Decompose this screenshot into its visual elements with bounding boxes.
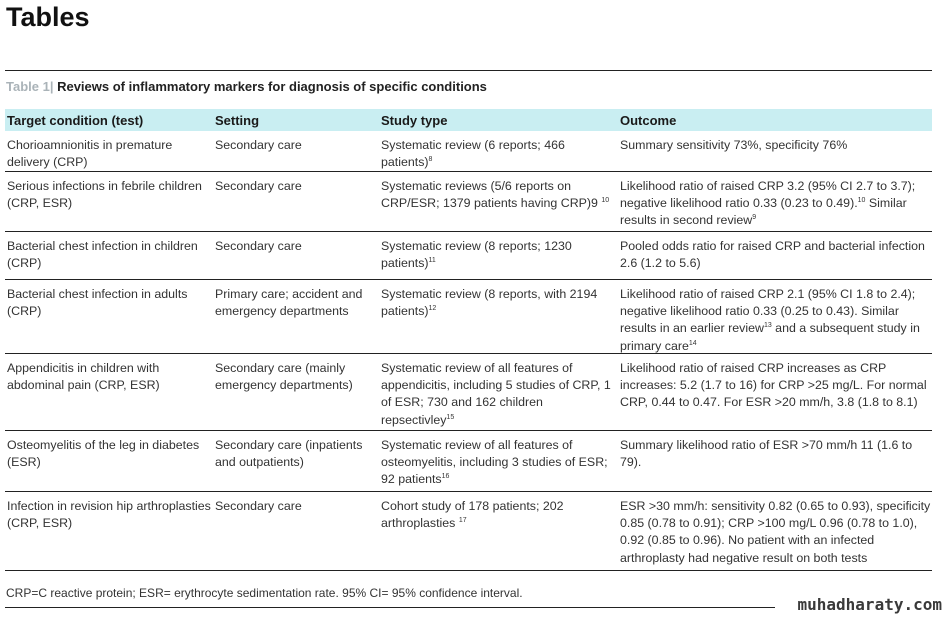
cell-text: Serious infections in febrile children (…: [7, 179, 202, 211]
reference-superscript: 14: [688, 339, 697, 347]
cell-text: Osteomyelitis of the leg in diabetes (ES…: [7, 438, 200, 470]
cell-text: Summary sensitivity 73%, specificity 76%: [620, 138, 848, 152]
cell-condition: Osteomyelitis of the leg in diabetes (ES…: [7, 437, 212, 471]
cell-text: Secondary care: [215, 239, 302, 253]
table-row: Bacterial chest infection in children (C…: [5, 232, 932, 280]
cell-text: Systematic review of all features of ost…: [381, 438, 608, 487]
cell-setting: Secondary care (inpatients and outpatien…: [215, 437, 375, 471]
cell-text: Secondary care: [215, 138, 302, 152]
cell-setting: Secondary care: [215, 137, 375, 154]
cell-outcome: Pooled odds ratio for raised CRP and bac…: [620, 238, 932, 272]
cell-text: Chorioamnionitis in premature delivery (…: [7, 138, 173, 170]
cell-condition: Serious infections in febrile children (…: [7, 178, 212, 212]
cell-outcome: Summary sensitivity 73%, specificity 76%: [620, 137, 932, 154]
cell-text: and a subsequent study in primary care: [620, 321, 920, 353]
table-caption-text: Reviews of inflammatory markers for diag…: [53, 79, 487, 94]
cell-outcome: Likelihood ratio of raised CRP 3.2 (95% …: [620, 178, 932, 230]
cell-outcome: Likelihood ratio of raised CRP 2.1 (95% …: [620, 286, 932, 355]
cell-text: Systematic review (8 reports, with 2194 …: [381, 287, 598, 319]
cell-text: Appendicitis in children with abdominal …: [7, 361, 160, 393]
cell-text: Secondary care (mainly emergency departm…: [215, 361, 353, 393]
reference-superscript: 10: [857, 197, 866, 205]
cell-text: Systematic reviews (5/6 reports on CRP/E…: [381, 179, 602, 211]
cell-study-type: Cohort study of 178 patients; 202 arthro…: [381, 498, 619, 532]
bottom-rule: [5, 607, 775, 608]
cell-outcome: Likelihood ratio of raised CRP increases…: [620, 360, 932, 412]
watermark: muhadharaty.com: [797, 595, 943, 614]
cell-text: Primary care; accident and emergency dep…: [215, 287, 363, 319]
cell-study-type: Systematic review (8 reports, with 2194 …: [381, 286, 619, 320]
cell-study-type: Systematic review of all features of app…: [381, 360, 619, 429]
table-caption: Table 1| Reviews of inflammatory markers…: [6, 79, 487, 94]
cell-setting: Secondary care: [215, 238, 375, 255]
reference-superscript: 10: [601, 197, 610, 205]
cell-text: Likelihood ratio of raised CRP 2.1 (95% …: [620, 287, 916, 336]
cell-condition: Appendicitis in children with abdominal …: [7, 360, 212, 394]
table-footnote: CRP=C reactive protein; ESR= erythrocyte…: [6, 586, 523, 600]
header-target-condition: Target condition (test): [7, 113, 144, 128]
cell-setting: Secondary care: [215, 498, 375, 515]
cell-text: Systematic review (6 reports; 466 patien…: [381, 138, 565, 170]
cell-outcome: Summary likelihood ratio of ESR >70 mm/h…: [620, 437, 932, 471]
reference-superscript: 13: [763, 322, 772, 330]
cell-condition: Bacterial chest infection in children (C…: [7, 238, 212, 272]
cell-condition: Bacterial chest infection in adults (CRP…: [7, 286, 212, 320]
cell-text: Pooled odds ratio for raised CRP and bac…: [620, 239, 925, 271]
cell-text: Secondary care (inpatients and outpatien…: [215, 438, 363, 470]
cell-study-type: Systematic review (8 reports; 1230 patie…: [381, 238, 619, 272]
header-study-type: Study type: [381, 113, 448, 128]
cell-text: Likelihood ratio of raised CRP increases…: [620, 361, 927, 410]
cell-setting: Secondary care: [215, 178, 375, 195]
table-row: Osteomyelitis of the leg in diabetes (ES…: [5, 431, 932, 492]
table-row: Infection in revision hip arthroplasties…: [5, 492, 932, 571]
cell-text: Systematic review (8 reports; 1230 patie…: [381, 239, 572, 271]
reference-superscript: 8: [428, 156, 433, 164]
header-outcome: Outcome: [620, 113, 677, 128]
cell-text: Secondary care: [215, 499, 302, 513]
cell-text: Likelihood ratio of raised CRP 3.2 (95% …: [620, 179, 916, 211]
page-title: Tables: [6, 2, 90, 32]
reference-superscript: 9: [752, 214, 757, 222]
table-row: Chorioamnionitis in premature delivery (…: [5, 131, 932, 172]
cell-condition: Chorioamnionitis in premature delivery (…: [7, 137, 212, 171]
cell-text: Systematic review of all features of app…: [381, 361, 611, 427]
cell-text: Similar results in second review: [620, 196, 907, 228]
cell-text: Infection in revision hip arthroplasties…: [7, 499, 211, 531]
cell-study-type: Systematic review of all features of ost…: [381, 437, 619, 489]
cell-setting: Primary care; accident and emergency dep…: [215, 286, 375, 320]
header-setting: Setting: [215, 113, 260, 128]
table-label: Table 1|: [6, 79, 54, 94]
table-header: [5, 109, 932, 131]
cell-text: Bacterial chest infection in adults (CRP…: [7, 287, 188, 319]
cell-text: Summary likelihood ratio of ESR >70 mm/h…: [620, 438, 913, 470]
reference-superscript: 17: [458, 517, 467, 525]
reference-superscript: 12: [428, 305, 437, 313]
top-rule: [5, 70, 932, 71]
table-row: Serious infections in febrile children (…: [5, 172, 932, 232]
table-row: Bacterial chest infection in adults (CRP…: [5, 280, 932, 354]
table-row: Appendicitis in children with abdominal …: [5, 354, 932, 431]
cell-outcome: ESR >30 mm/h: sensitivity 0.82 (0.65 to …: [620, 498, 932, 567]
cell-condition: Infection in revision hip arthroplasties…: [7, 498, 212, 532]
cell-text: Secondary care: [215, 179, 302, 193]
cell-study-type: Systematic review (6 reports; 466 patien…: [381, 137, 619, 171]
cell-setting: Secondary care (mainly emergency departm…: [215, 360, 375, 394]
reference-superscript: 11: [428, 257, 436, 265]
reference-superscript: 15: [446, 413, 455, 421]
cell-text: ESR >30 mm/h: sensitivity 0.82 (0.65 to …: [620, 499, 931, 565]
cell-text: Cohort study of 178 patients; 202 arthro…: [381, 499, 564, 531]
cell-study-type: Systematic reviews (5/6 reports on CRP/E…: [381, 178, 619, 212]
cell-text: Bacterial chest infection in children (C…: [7, 239, 198, 271]
reference-superscript: 16: [441, 473, 450, 481]
